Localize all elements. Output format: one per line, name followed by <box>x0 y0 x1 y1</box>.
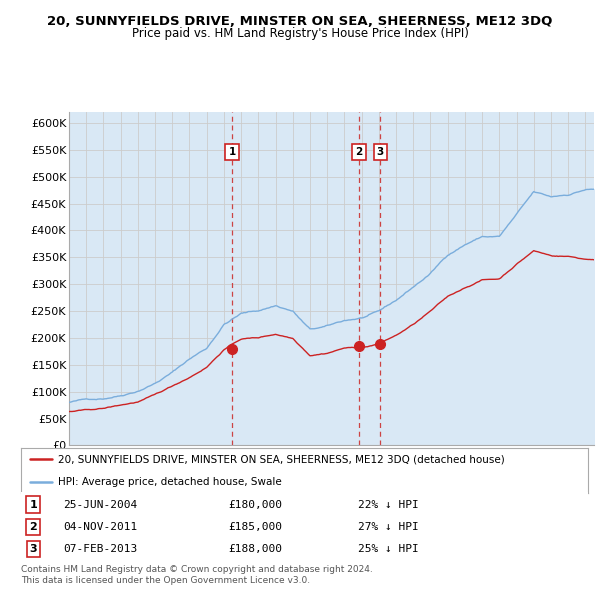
Text: 04-NOV-2011: 04-NOV-2011 <box>64 522 138 532</box>
Text: 25% ↓ HPI: 25% ↓ HPI <box>358 544 419 554</box>
Text: Contains HM Land Registry data © Crown copyright and database right 2024.
This d: Contains HM Land Registry data © Crown c… <box>21 565 373 585</box>
Text: 22% ↓ HPI: 22% ↓ HPI <box>358 500 419 510</box>
Text: HPI: Average price, detached house, Swale: HPI: Average price, detached house, Swal… <box>58 477 281 487</box>
Text: £180,000: £180,000 <box>228 500 282 510</box>
Text: 20, SUNNYFIELDS DRIVE, MINSTER ON SEA, SHEERNESS, ME12 3DQ: 20, SUNNYFIELDS DRIVE, MINSTER ON SEA, S… <box>47 15 553 28</box>
Text: £185,000: £185,000 <box>228 522 282 532</box>
Text: 2: 2 <box>355 147 362 157</box>
Text: Price paid vs. HM Land Registry's House Price Index (HPI): Price paid vs. HM Land Registry's House … <box>131 27 469 40</box>
Text: £188,000: £188,000 <box>228 544 282 554</box>
Text: 3: 3 <box>29 544 37 554</box>
Text: 20, SUNNYFIELDS DRIVE, MINSTER ON SEA, SHEERNESS, ME12 3DQ (detached house): 20, SUNNYFIELDS DRIVE, MINSTER ON SEA, S… <box>58 454 505 464</box>
Text: 27% ↓ HPI: 27% ↓ HPI <box>358 522 419 532</box>
Text: 1: 1 <box>29 500 37 510</box>
Text: 25-JUN-2004: 25-JUN-2004 <box>64 500 138 510</box>
Text: 1: 1 <box>229 147 236 157</box>
Text: 2: 2 <box>29 522 37 532</box>
Text: 07-FEB-2013: 07-FEB-2013 <box>64 544 138 554</box>
Text: 3: 3 <box>377 147 384 157</box>
